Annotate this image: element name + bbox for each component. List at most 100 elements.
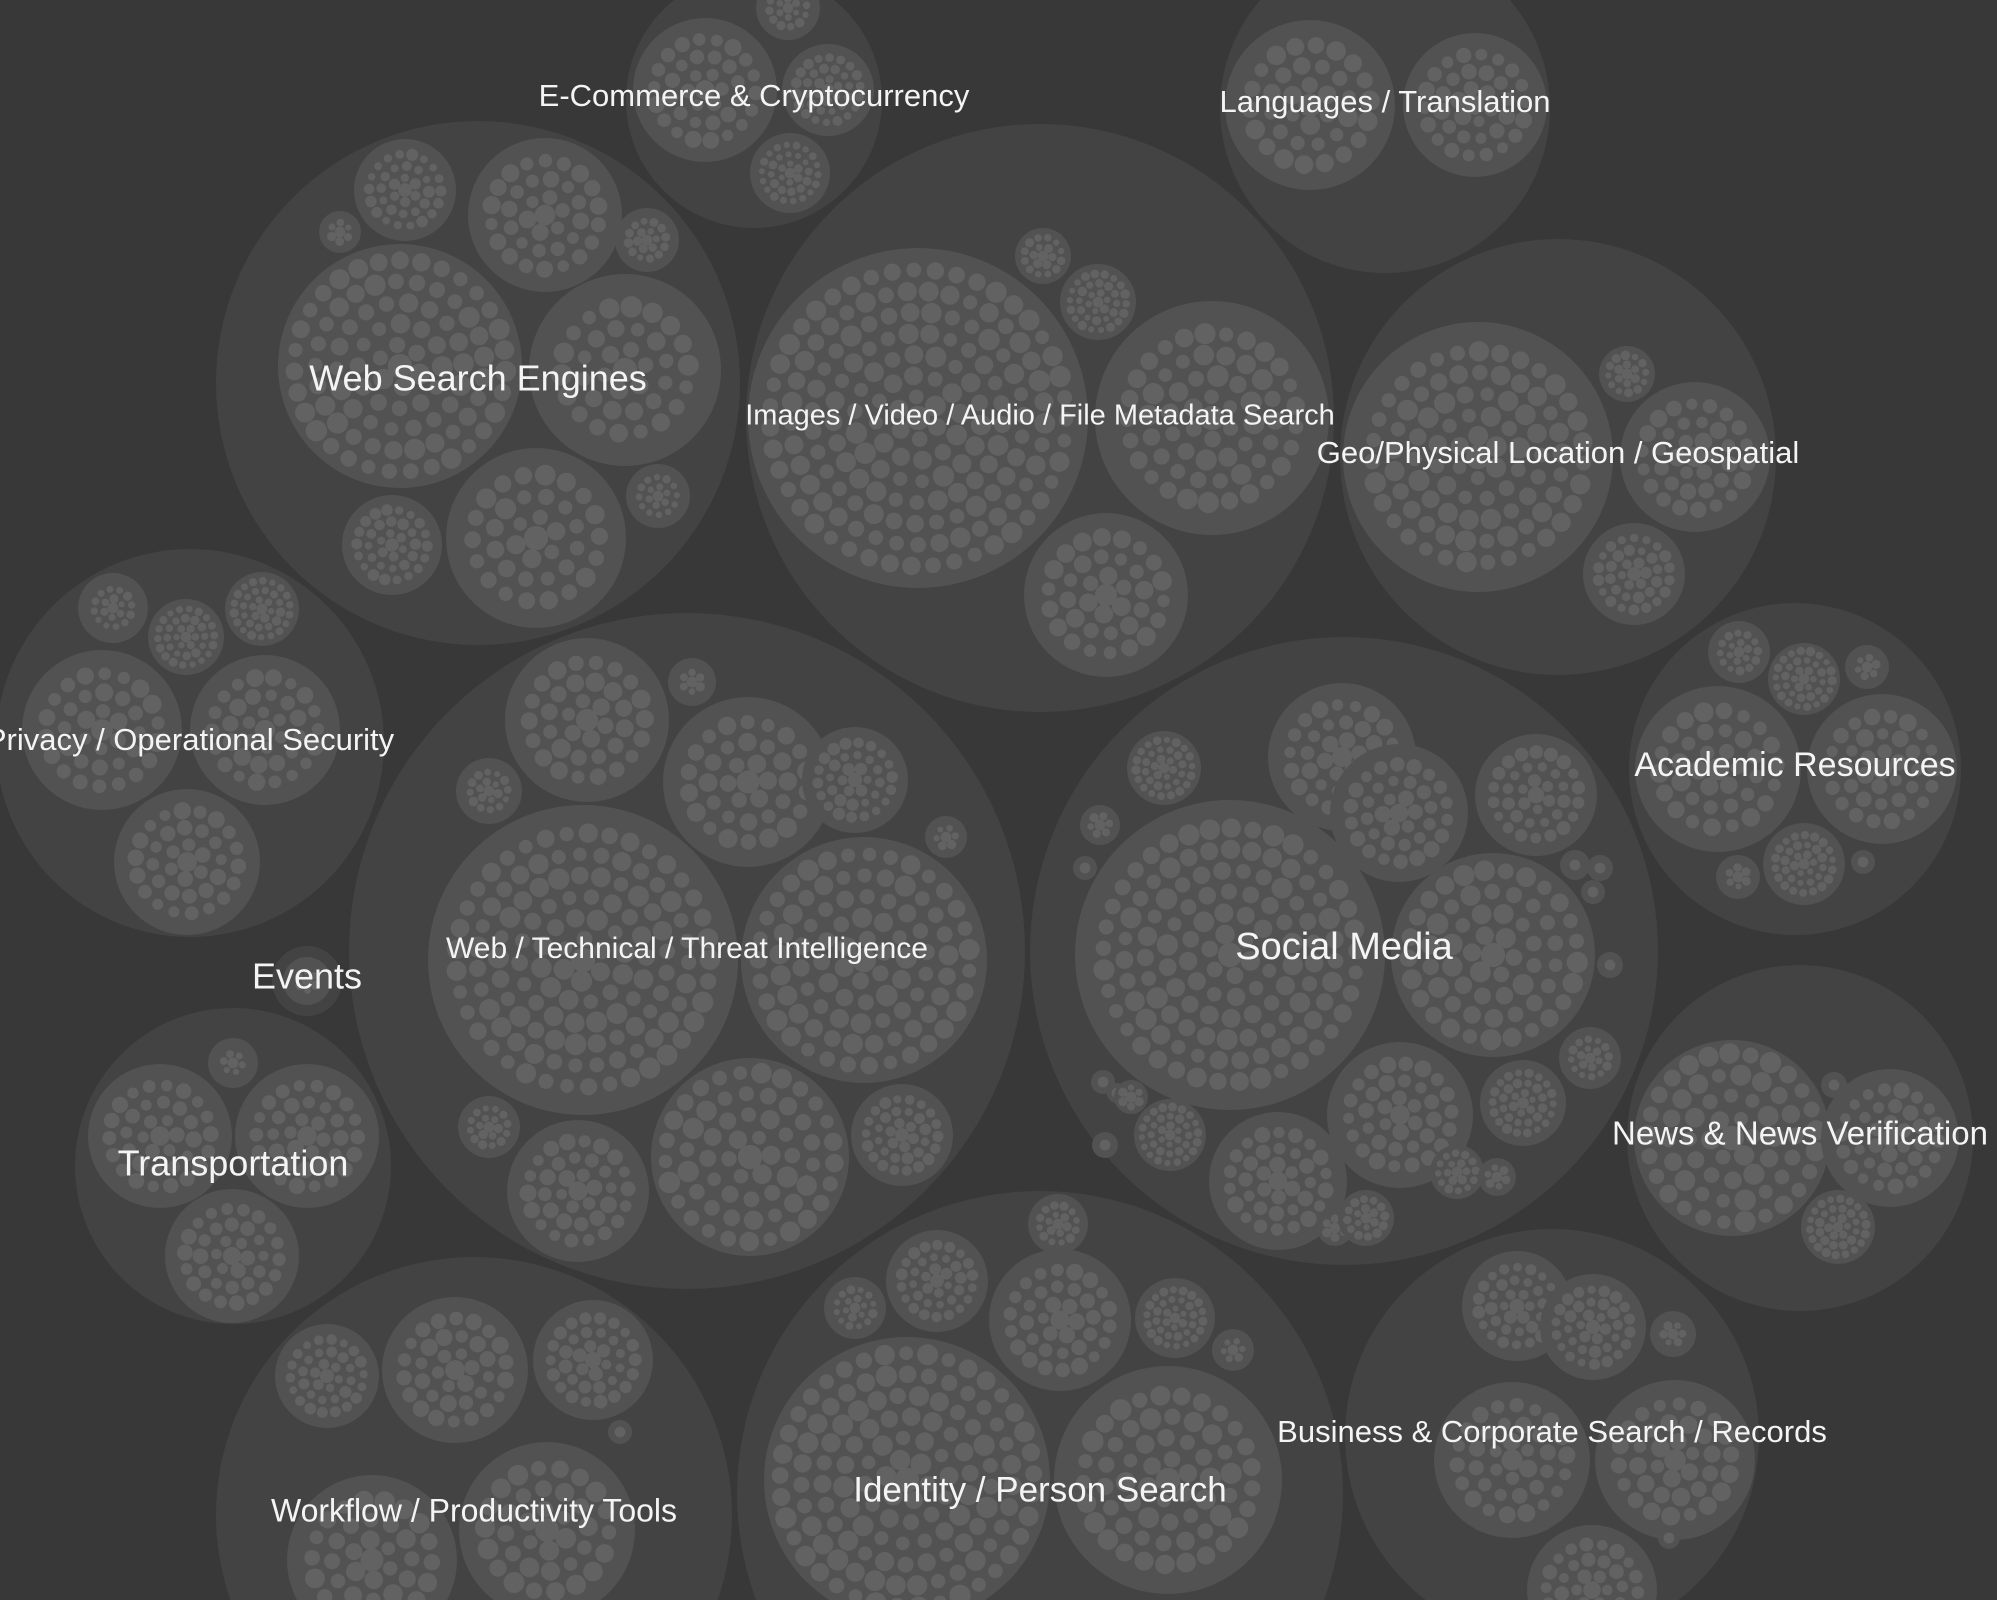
ecommerce-leaf-node [776,154,783,161]
academic-leaf-node [1740,787,1755,802]
media-search-leaf-node [854,442,876,464]
label-events[interactable]: Events [252,956,362,997]
threat-intel-leaf-node [839,737,852,750]
media-search-leaf-node [996,348,1011,363]
ecommerce-leaf-node [770,192,779,201]
workflow-leaf-node [287,1360,297,1370]
identity-leaf-node [1178,1318,1188,1328]
ecommerce-leaf-node [707,50,722,65]
languages-leaf-node [1264,106,1278,120]
media-search-leaf-node [761,418,780,437]
web-search-leaf-node [637,228,646,237]
privacy-leaf-node [79,732,92,745]
label-media-search[interactable]: Images / Video / Audio / File Metadata S… [745,400,1334,432]
threat-intel-leaf-node [689,1184,705,1200]
label-academic[interactable]: Academic Resources [1634,746,1955,784]
privacy-leaf-node [131,679,150,698]
media-search-leaf-node [950,403,970,424]
label-web-search[interactable]: Web Search Engines [309,358,647,399]
business-leaf-node [1509,1398,1524,1413]
media-search-leaf-node [1103,646,1117,660]
social-media-leaf-node [1169,765,1178,774]
label-business[interactable]: Business & Corporate Search / Records [1277,1414,1827,1449]
news-leaf-node [1888,1098,1903,1114]
web-search-leaf-node [372,350,388,366]
identity-leaf-node [821,1433,841,1453]
geo-leaf-node [1549,422,1569,443]
identity-leaf-node [1178,1464,1198,1483]
label-transportation[interactable]: Transportation [118,1143,349,1184]
web-search-leaf-node [377,536,386,545]
label-ecommerce[interactable]: E-Commerce & Cryptocurrency [539,78,970,113]
media-search-leaf-node [1092,307,1099,315]
label-threat-intel[interactable]: Web / Technical / Threat Intelligence [446,932,928,965]
workflow-leaf-node [350,1392,362,1404]
academic-leaf-node [1809,887,1818,896]
web-search-leaf-node [484,402,506,423]
label-geo[interactable]: Geo/Physical Location / Geospatial [1317,435,1800,470]
geo-leaf-node [1435,525,1455,545]
geo-leaf-node [1612,550,1625,562]
privacy-leaf-node [116,586,124,594]
privacy-leaf-node [165,624,174,632]
academic-leaf-node [1654,746,1669,760]
social-media-leaf-node [1425,1006,1443,1024]
academic-leaf-node [1856,729,1874,748]
label-news[interactable]: News & News Verification [1612,1115,1988,1152]
transportation-leaf-node [271,1110,286,1125]
workflow-leaf-node [343,1518,359,1534]
media-search-leaf-node [902,556,921,576]
geo-leaf-node [1458,490,1472,505]
business-leaf-node [1609,1291,1623,1304]
transportation-leaf-node [191,1096,204,1108]
geo-leaf-node [1624,580,1634,590]
media-search-leaf-node [1288,419,1304,435]
identity-leaf-node [1056,1229,1064,1237]
academic-leaf-node [1753,646,1763,656]
workflow-leaf-node [479,1351,496,1367]
label-social-media[interactable]: Social Media [1235,926,1453,968]
social-media-leaf-node [1463,1006,1481,1024]
social-media-leaf-node [1155,888,1178,910]
label-identity[interactable]: Identity / Person Search [853,1470,1227,1509]
threat-intel-leaf-node [777,985,798,1006]
workflow-leaf-node [577,1540,592,1555]
social-media-leaf-node [1147,1131,1155,1139]
label-privacy[interactable]: Privacy / Operational Security [0,722,395,757]
business-leaf-node [1565,1351,1576,1362]
news-leaf-node [1803,1101,1820,1118]
social-media-leaf-node [1236,906,1255,925]
identity-leaf-node [1088,1351,1100,1363]
workflow-leaf-node [619,1380,632,1394]
media-search-leaf-node [766,377,781,392]
ecommerce-leaf-node [684,130,702,148]
workflow-leaf-node [365,1592,381,1600]
privacy-leaf-node [176,820,193,836]
privacy-leaf-node [163,633,171,642]
privacy-leaf-node [276,598,284,607]
geo-leaf-node [1623,379,1632,388]
web-search-leaf-node [494,340,515,360]
privacy-leaf-node [109,732,126,749]
workflow-leaf-node [551,1460,569,1479]
media-search-leaf-node [1029,250,1038,260]
threat-intel-leaf-node [859,889,875,905]
ecommerce-leaf-node [793,173,803,183]
news-leaf-node [1843,1159,1859,1175]
social-media-leaf-node [1597,1070,1605,1077]
academic-leaf-node [1741,867,1751,877]
identity-leaf-node [922,1283,933,1294]
social-media-leaf-node [1255,1144,1271,1160]
privacy-leaf-node [273,713,286,727]
label-workflow[interactable]: Workflow / Productivity Tools [271,1492,677,1528]
social-media-leaf-node [1192,1119,1199,1127]
workflow-leaf-node [329,1406,341,1418]
web-search-leaf-node [388,273,404,290]
privacy-leaf-node [159,810,171,821]
media-search-leaf-node [1019,509,1036,526]
ecommerce-leaf-node [722,59,737,74]
threat-intel-leaf-node [597,717,614,734]
label-languages[interactable]: Languages / Translation [1220,84,1551,119]
ecommerce-leaf-node [675,59,688,72]
languages-leaf-node [1293,57,1311,75]
